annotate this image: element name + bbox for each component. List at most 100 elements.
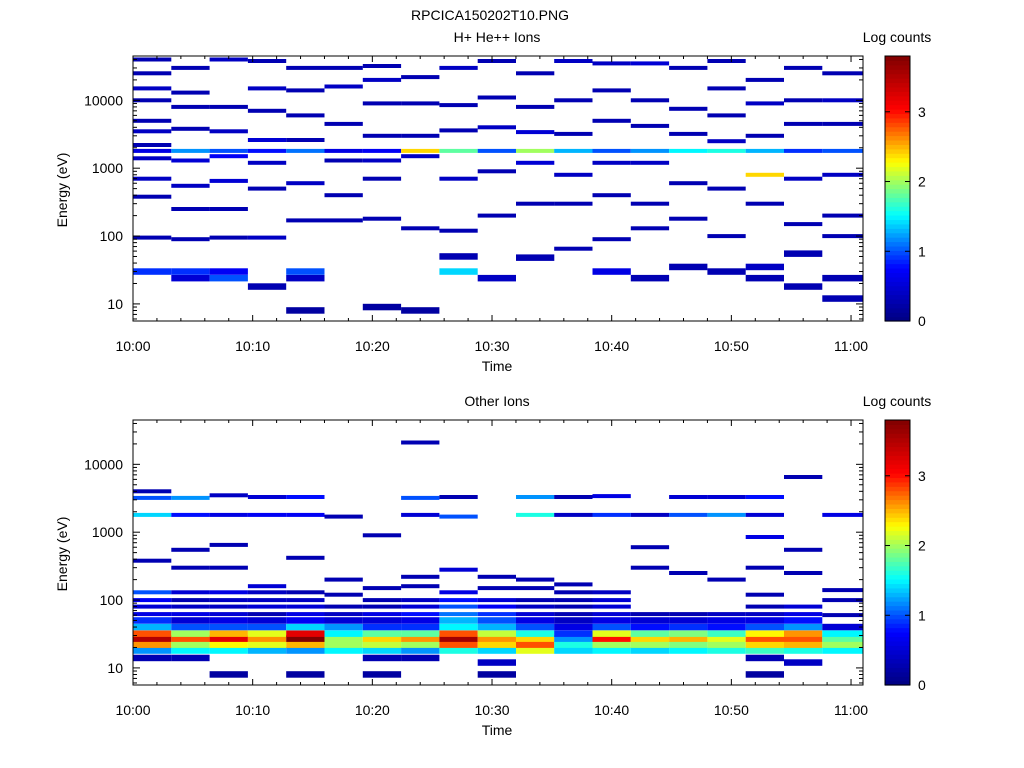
heatmap-cell	[401, 75, 440, 80]
heatmap-cell	[784, 659, 823, 666]
colorbar-segment	[885, 526, 910, 532]
heatmap-cell	[133, 129, 172, 134]
heatmap-cell	[401, 495, 440, 500]
heatmap-cell	[669, 181, 708, 186]
colorbar-segment	[885, 614, 910, 620]
heatmap-cell	[401, 584, 440, 589]
heatmap-cell	[745, 671, 784, 678]
heatmap-cell	[362, 303, 402, 311]
heatmap-cell	[822, 588, 863, 593]
heatmap-cell	[439, 567, 478, 572]
heatmap-cell	[286, 65, 325, 70]
heatmap-cell	[362, 158, 402, 163]
heatmap-cell	[516, 201, 555, 206]
heatmap-cell	[707, 59, 746, 63]
heatmap-cell	[362, 617, 402, 624]
heatmap-cell	[669, 148, 708, 153]
heatmap-cell	[401, 604, 440, 609]
colorbar-segment	[885, 455, 910, 461]
heatmap-cell	[630, 61, 670, 66]
heatmap-cell	[171, 612, 210, 617]
colorbar-segment	[885, 228, 910, 234]
colorbar-frame	[884, 55, 911, 322]
heatmap-cell	[247, 617, 287, 624]
colorbar-segment	[885, 201, 910, 207]
heatmap-cell	[401, 154, 440, 159]
x-tick-label: 10:00	[115, 702, 150, 718]
colorbar-segment	[885, 206, 910, 212]
heatmap-cell	[286, 268, 325, 275]
heatmap-cell	[171, 158, 210, 163]
heatmap-cell	[209, 129, 248, 134]
heatmap-cell	[554, 131, 593, 136]
heatmap-cell	[401, 148, 440, 153]
heatmap-cell	[171, 126, 210, 131]
heatmap-cell	[209, 268, 248, 275]
heatmap-cell	[516, 604, 555, 609]
heatmap-cell	[286, 274, 325, 282]
heatmap-cell	[324, 604, 363, 609]
heatmap-cell	[171, 104, 210, 109]
heatmap-cell	[784, 647, 823, 654]
colorbar-segment	[885, 667, 910, 673]
x-tick-label: 10:40	[594, 338, 629, 354]
heatmap-cell	[822, 295, 863, 302]
heatmap-cell	[745, 635, 784, 642]
heatmap-cell	[516, 130, 555, 135]
colorbar-segment	[885, 442, 910, 448]
heatmap-cell	[324, 148, 363, 153]
heatmap-cell	[362, 216, 402, 221]
y-axis-label: Energy (eV)	[54, 517, 70, 592]
heatmap-cell	[171, 647, 210, 654]
heatmap-cell	[324, 514, 363, 519]
colorbar-segment	[885, 139, 910, 145]
heatmap-cell	[171, 183, 210, 188]
heatmap-cell	[171, 630, 210, 637]
heatmap-cell	[362, 176, 402, 181]
colorbar-segment	[885, 605, 910, 611]
heatmap-cell	[133, 630, 172, 637]
heatmap-cell	[784, 475, 823, 479]
colorbar-segment	[885, 534, 910, 540]
heatmap-cell	[516, 617, 555, 624]
heatmap-cell	[401, 641, 440, 648]
heatmap-cell	[669, 623, 708, 631]
heatmap-cell	[286, 630, 325, 637]
colorbar-segment	[885, 157, 910, 163]
heatmap-cell	[669, 571, 708, 575]
heatmap-cell	[439, 641, 478, 648]
colorbar-segment	[885, 539, 910, 545]
heatmap-cell	[209, 235, 248, 240]
heatmap-cell	[133, 194, 172, 199]
colorbar-tick-label: 2	[918, 538, 926, 554]
heatmap-cell	[630, 274, 670, 282]
x-tick-label: 10:10	[235, 702, 270, 718]
heatmap-cell	[133, 489, 172, 494]
colorbar-segment	[885, 459, 910, 465]
heatmap-cell	[362, 64, 402, 68]
heatmap-cell	[822, 623, 863, 631]
colorbar-segment	[885, 215, 910, 221]
heatmap-cell	[171, 547, 210, 552]
colorbar-segment	[885, 268, 910, 274]
heatmap-cell	[133, 558, 172, 563]
page-title: RPCICA150202T10.PNG	[411, 7, 569, 23]
colorbar-segment	[885, 148, 910, 154]
heatmap-cell	[669, 612, 708, 617]
heatmap-cell	[784, 250, 823, 257]
heatmap-cell	[171, 598, 210, 603]
heatmap-cell	[784, 121, 823, 126]
heatmap-cell	[401, 307, 440, 314]
heatmap-cell	[171, 590, 210, 595]
heatmap-cell	[209, 104, 248, 109]
x-tick-label: 10:50	[714, 338, 749, 354]
heatmap-cell	[247, 641, 287, 648]
heatmap-cell	[630, 201, 670, 206]
heatmap-cell	[324, 647, 363, 654]
heatmap-cell	[516, 160, 555, 165]
heatmap-cell	[516, 647, 555, 654]
heatmap-cell	[401, 647, 440, 654]
colorbar-segment	[885, 60, 910, 66]
colorbar-segment	[885, 495, 910, 501]
heatmap-cell	[630, 630, 670, 637]
